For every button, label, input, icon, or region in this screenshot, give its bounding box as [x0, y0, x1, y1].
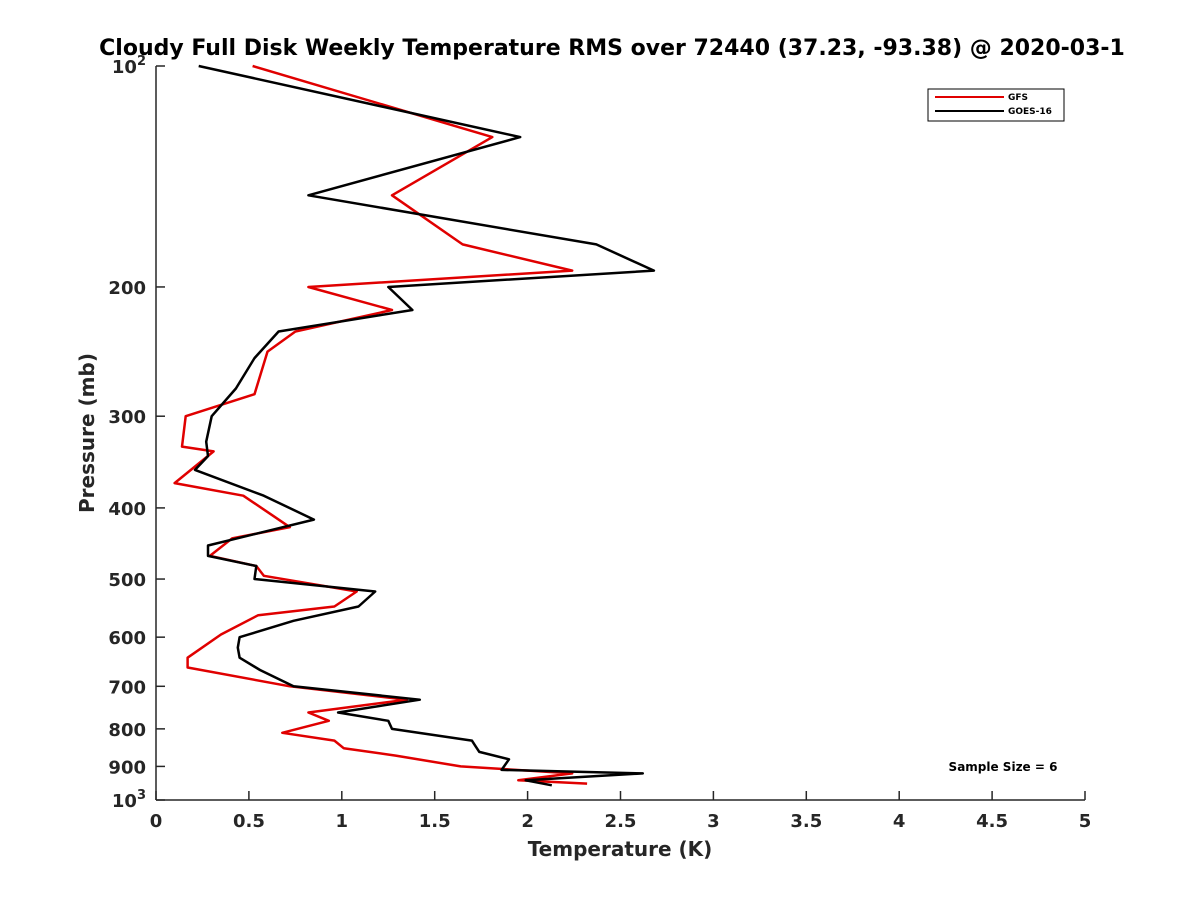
legend-label-gfs: GFS — [1008, 93, 1028, 103]
y-axis: 102 200 300 400 500 600 700 800 900 103 — [108, 54, 165, 812]
x-tick-label: 1 — [336, 811, 349, 832]
series-line-gfs — [173, 64, 588, 785]
x-axis: 0 0.5 1 1.5 2 2.5 3 3.5 4 4.5 5 — [150, 791, 1092, 832]
y-tick-label: 800 — [108, 720, 146, 741]
x-tick-label: 5 — [1079, 811, 1092, 832]
sample-size-annotation: Sample Size = 6 — [949, 760, 1058, 774]
plot-area — [155, 64, 1085, 801]
x-tick-label: 3.5 — [790, 811, 822, 832]
y-axis-label: Pressure (mb) — [75, 353, 99, 513]
y-tick-label: 700 — [108, 677, 146, 698]
legend-box — [927, 88, 1065, 122]
y-tick-label: 500 — [108, 570, 146, 591]
legend-label-goes16: GOES-16 — [1008, 107, 1052, 117]
y-tick-label: 300 — [108, 407, 146, 428]
x-tick-label: 3 — [707, 811, 720, 832]
x-tick-label: 1.5 — [419, 811, 451, 832]
y-tick-label: 600 — [108, 628, 146, 649]
y-tick-label: 400 — [108, 499, 146, 520]
x-tick-label: 4 — [893, 811, 906, 832]
y-tick-label: 102 — [112, 54, 146, 78]
x-tick-label: 2 — [521, 811, 534, 832]
legend: GFS GOES-16 — [927, 88, 1065, 122]
x-tick-label: 2.5 — [605, 811, 637, 832]
y-tick-label: 900 — [108, 757, 146, 778]
x-tick-label: 4.5 — [976, 811, 1008, 832]
x-tick-label: 0 — [150, 811, 163, 832]
x-tick-label: 0.5 — [233, 811, 265, 832]
y-tick-label: 200 — [108, 278, 146, 299]
chart-title: Cloudy Full Disk Weekly Temperature RMS … — [99, 36, 1125, 61]
x-axis-label: Temperature (K) — [528, 837, 713, 861]
y-tick-label: 103 — [112, 788, 146, 812]
series-line-goes16 — [193, 64, 656, 787]
